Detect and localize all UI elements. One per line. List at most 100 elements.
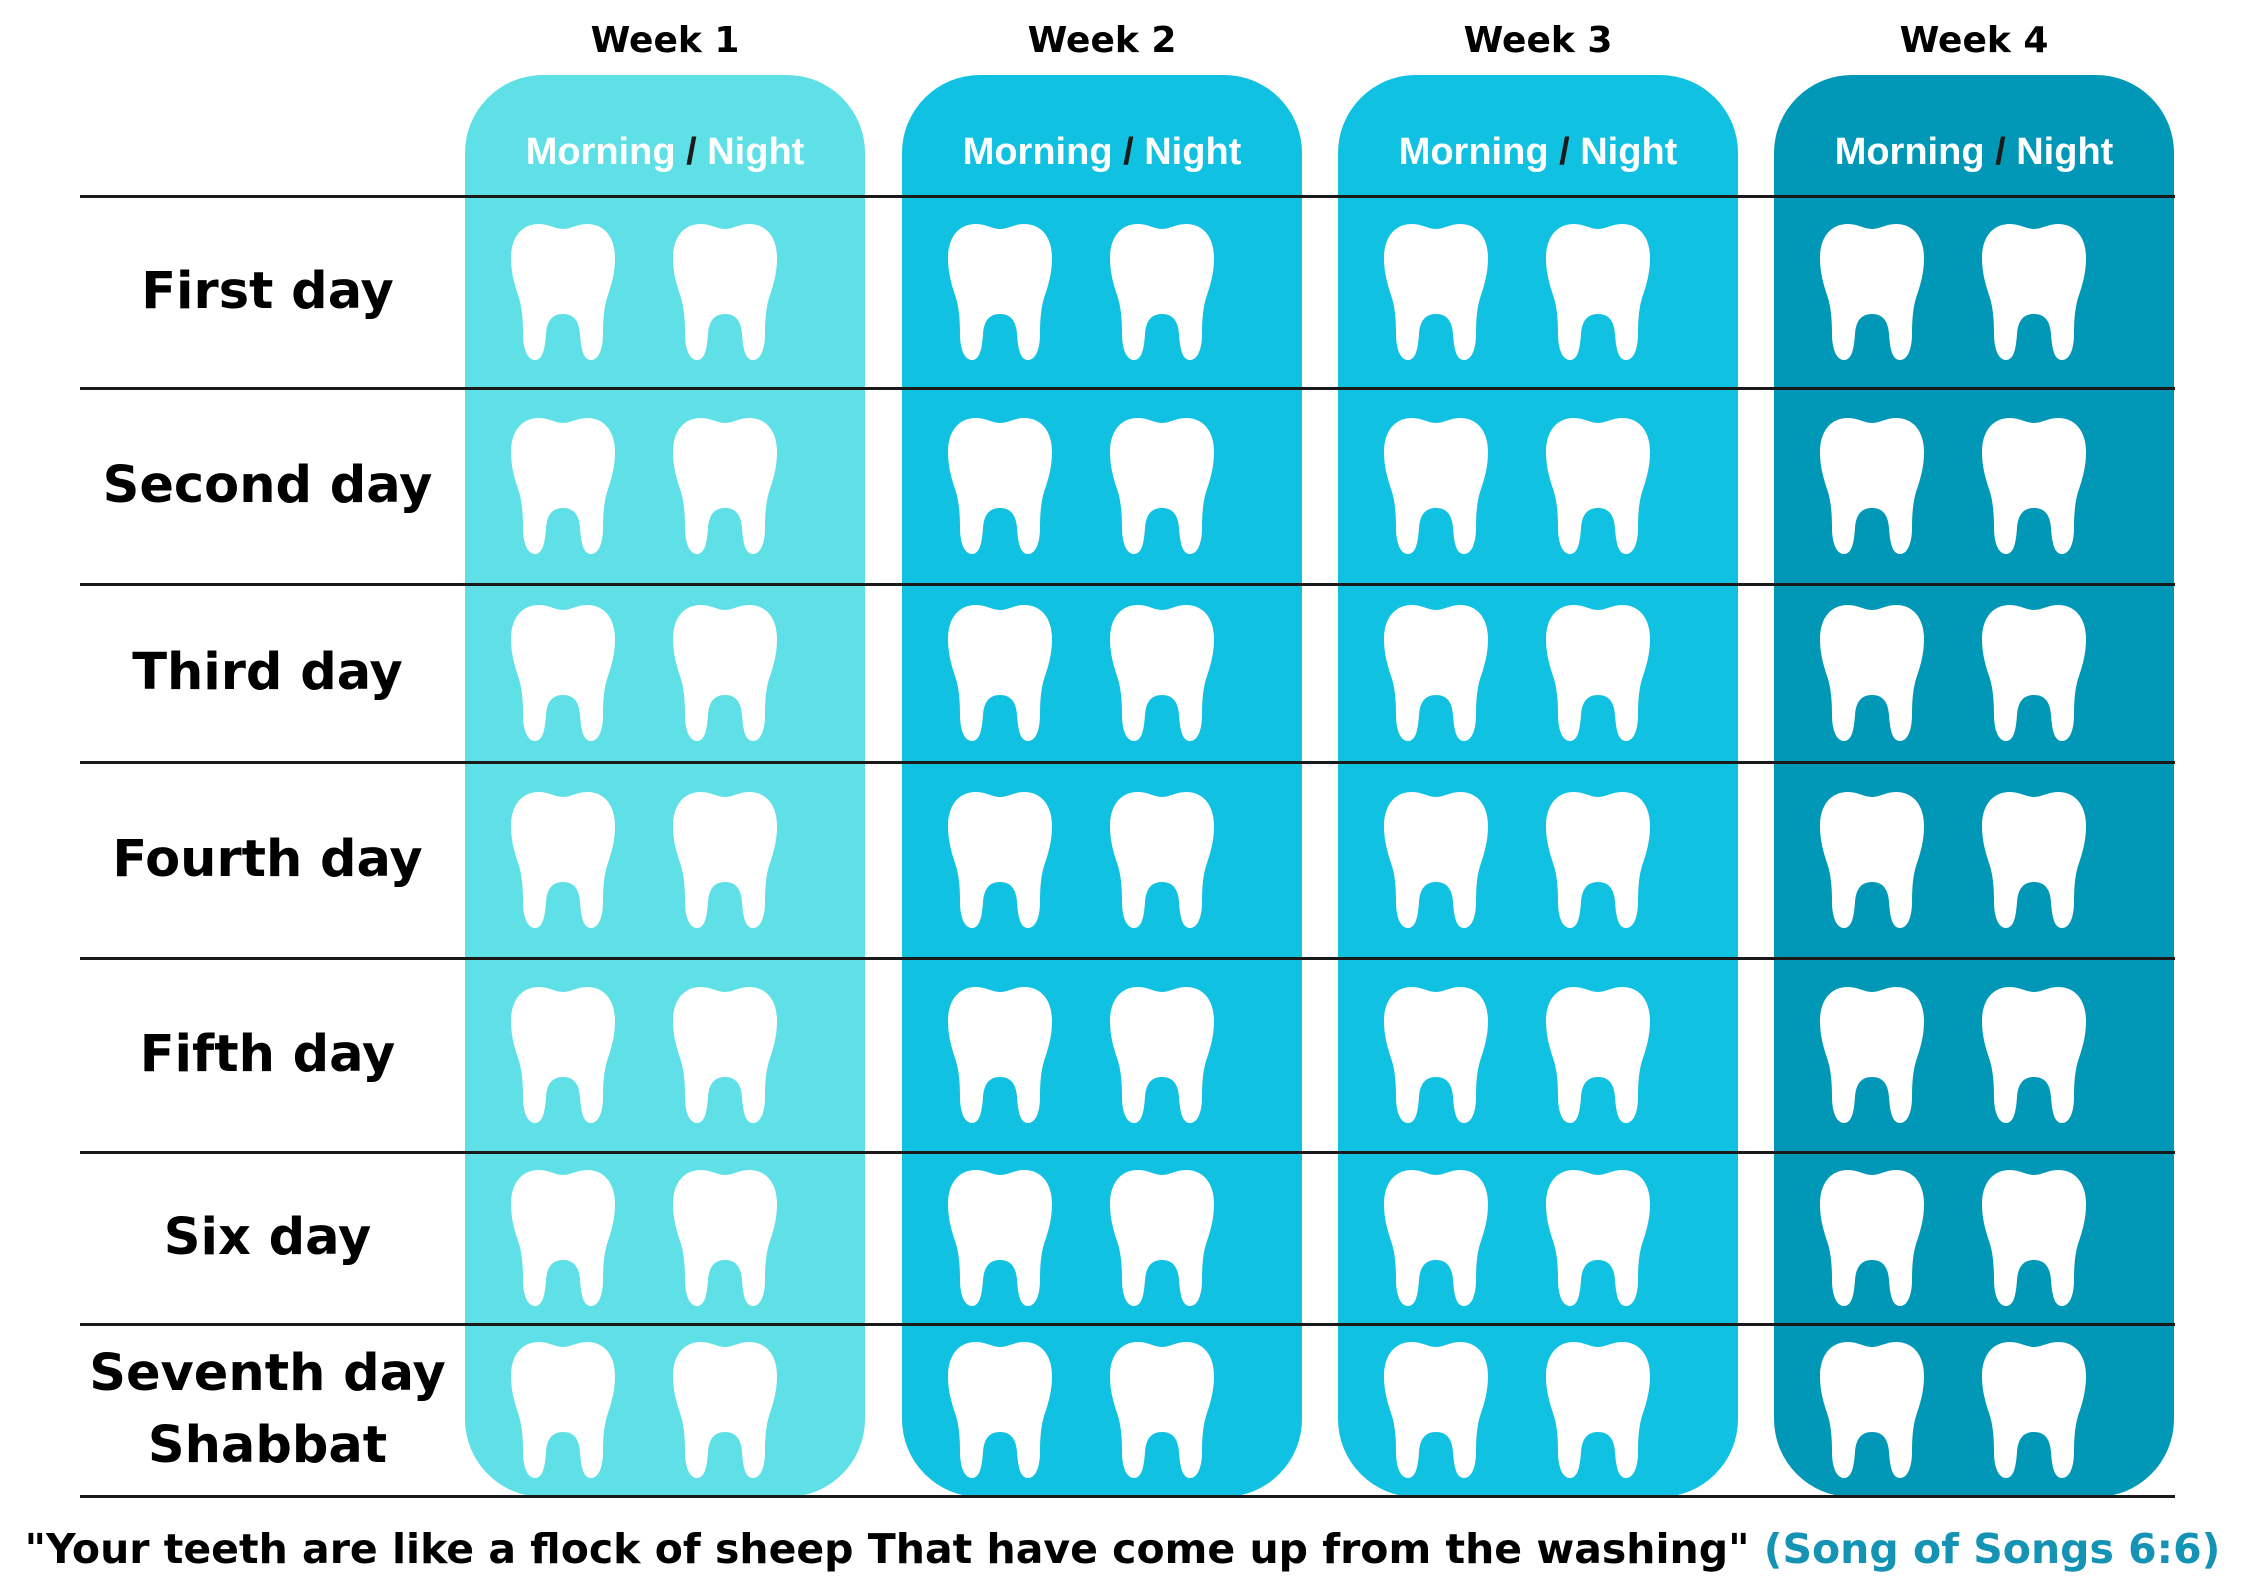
tooth-icon[interactable] xyxy=(1382,790,1490,930)
week-4-title: Week 4 xyxy=(1899,20,2049,61)
tooth-icon[interactable] xyxy=(1818,1168,1926,1308)
night-label: Night xyxy=(2016,131,2114,173)
tooth-icon[interactable] xyxy=(509,222,617,362)
tooth-icon[interactable] xyxy=(1544,222,1652,362)
morning-label: Morning xyxy=(1834,131,1985,173)
day-label-line: First day xyxy=(141,262,394,321)
tooth-icon[interactable] xyxy=(1980,416,2088,556)
week-1-title: Week 1 xyxy=(590,20,740,61)
row-divider xyxy=(80,761,2175,764)
tooth-icon[interactable] xyxy=(1980,985,2088,1125)
night-label: Night xyxy=(707,131,805,173)
tooth-icon[interactable] xyxy=(946,222,1054,362)
tooth-icon[interactable] xyxy=(1544,603,1652,743)
row-divider xyxy=(80,195,2175,198)
slash-separator: / xyxy=(1984,131,2017,173)
night-label: Night xyxy=(1144,131,1242,173)
tooth-icon[interactable] xyxy=(1980,1340,2088,1480)
row-divider xyxy=(80,1151,2175,1154)
tooth-icon[interactable] xyxy=(946,1340,1054,1480)
tooth-icon[interactable] xyxy=(1382,603,1490,743)
week-2-session-header: Morning / Night xyxy=(902,127,1302,177)
slash-separator: / xyxy=(1112,131,1145,173)
week-1-session-header: Morning / Night xyxy=(465,127,865,177)
slash-separator: / xyxy=(1548,131,1581,173)
tooth-icon[interactable] xyxy=(946,416,1054,556)
quote-reference: (Song of Songs 6:6) xyxy=(1763,1525,2221,1573)
row-divider xyxy=(80,957,2175,960)
tooth-icon[interactable] xyxy=(1818,222,1926,362)
tooth-icon[interactable] xyxy=(671,1340,779,1480)
slash-separator: / xyxy=(675,131,708,173)
quote-text: "Your teeth are like a flock of sheep Th… xyxy=(24,1525,1750,1573)
day-3-label: Third day xyxy=(80,637,455,709)
tooth-icon[interactable] xyxy=(946,790,1054,930)
tooth-icon[interactable] xyxy=(671,1168,779,1308)
tooth-icon[interactable] xyxy=(1382,416,1490,556)
day-4-label: Fourth day xyxy=(80,824,455,896)
tooth-icon[interactable] xyxy=(946,603,1054,743)
tooth-icon[interactable] xyxy=(671,416,779,556)
tooth-icon[interactable] xyxy=(509,1340,617,1480)
tooth-icon[interactable] xyxy=(1108,603,1216,743)
tooth-icon[interactable] xyxy=(671,222,779,362)
tooth-icon[interactable] xyxy=(509,790,617,930)
day-label-line: Fifth day xyxy=(139,1025,396,1084)
tooth-icon[interactable] xyxy=(1108,790,1216,930)
week-2-title: Week 2 xyxy=(1027,20,1177,61)
footer-quote: "Your teeth are like a flock of sheep Th… xyxy=(0,1519,2245,1579)
day-label-line: Third day xyxy=(132,643,403,702)
week-4-session-header: Morning / Night xyxy=(1774,127,2174,177)
tooth-icon[interactable] xyxy=(1382,1340,1490,1480)
tooth-icon[interactable] xyxy=(671,790,779,930)
tooth-icon[interactable] xyxy=(1544,1340,1652,1480)
tooth-icon[interactable] xyxy=(1544,1168,1652,1308)
day-label-line: Six day xyxy=(163,1208,372,1267)
tooth-icon[interactable] xyxy=(1980,790,2088,930)
day-label-line: Fourth day xyxy=(112,830,423,889)
tooth-icon[interactable] xyxy=(1818,985,1926,1125)
tooth-icon[interactable] xyxy=(1818,416,1926,556)
tooth-icon[interactable] xyxy=(1108,1340,1216,1480)
morning-label: Morning xyxy=(962,131,1113,173)
tooth-icon[interactable] xyxy=(1382,1168,1490,1308)
tooth-icon[interactable] xyxy=(1980,222,2088,362)
week-3-title: Week 3 xyxy=(1463,20,1613,61)
row-divider xyxy=(80,1323,2175,1326)
tooth-icon[interactable] xyxy=(1980,1168,2088,1308)
tooth-icon[interactable] xyxy=(1818,790,1926,930)
tooth-icon[interactable] xyxy=(1382,985,1490,1125)
morning-label: Morning xyxy=(525,131,676,173)
tooth-icon[interactable] xyxy=(946,1168,1054,1308)
tooth-icon[interactable] xyxy=(671,603,779,743)
day-label-line: Seventh day xyxy=(89,1344,446,1403)
day-2-label: Second day xyxy=(80,450,455,522)
tooth-icon[interactable] xyxy=(671,985,779,1125)
tooth-icon[interactable] xyxy=(1544,985,1652,1125)
day-7-label: Seventh day Shabbat xyxy=(80,1338,455,1482)
tooth-icon[interactable] xyxy=(1818,1340,1926,1480)
tooth-icon[interactable] xyxy=(946,985,1054,1125)
tooth-icon[interactable] xyxy=(1980,603,2088,743)
tooth-icon[interactable] xyxy=(1108,416,1216,556)
row-divider xyxy=(80,387,2175,390)
tooth-icon[interactable] xyxy=(1544,416,1652,556)
day-6-label: Six day xyxy=(80,1202,455,1274)
day-5-label: Fifth day xyxy=(80,1019,455,1091)
day-label-line: Shabbat xyxy=(147,1416,388,1475)
tooth-icon[interactable] xyxy=(1818,603,1926,743)
tooth-icon[interactable] xyxy=(509,416,617,556)
row-divider xyxy=(80,583,2175,586)
tooth-icon[interactable] xyxy=(1544,790,1652,930)
tooth-icon[interactable] xyxy=(509,1168,617,1308)
tooth-icon[interactable] xyxy=(1108,1168,1216,1308)
tooth-icon[interactable] xyxy=(509,985,617,1125)
tooth-icon[interactable] xyxy=(509,603,617,743)
row-divider xyxy=(80,1495,2175,1498)
week-3-session-header: Morning / Night xyxy=(1338,127,1738,177)
morning-label: Morning xyxy=(1398,131,1549,173)
tooth-icon[interactable] xyxy=(1108,985,1216,1125)
night-label: Night xyxy=(1580,131,1678,173)
tooth-icon[interactable] xyxy=(1108,222,1216,362)
tooth-icon[interactable] xyxy=(1382,222,1490,362)
